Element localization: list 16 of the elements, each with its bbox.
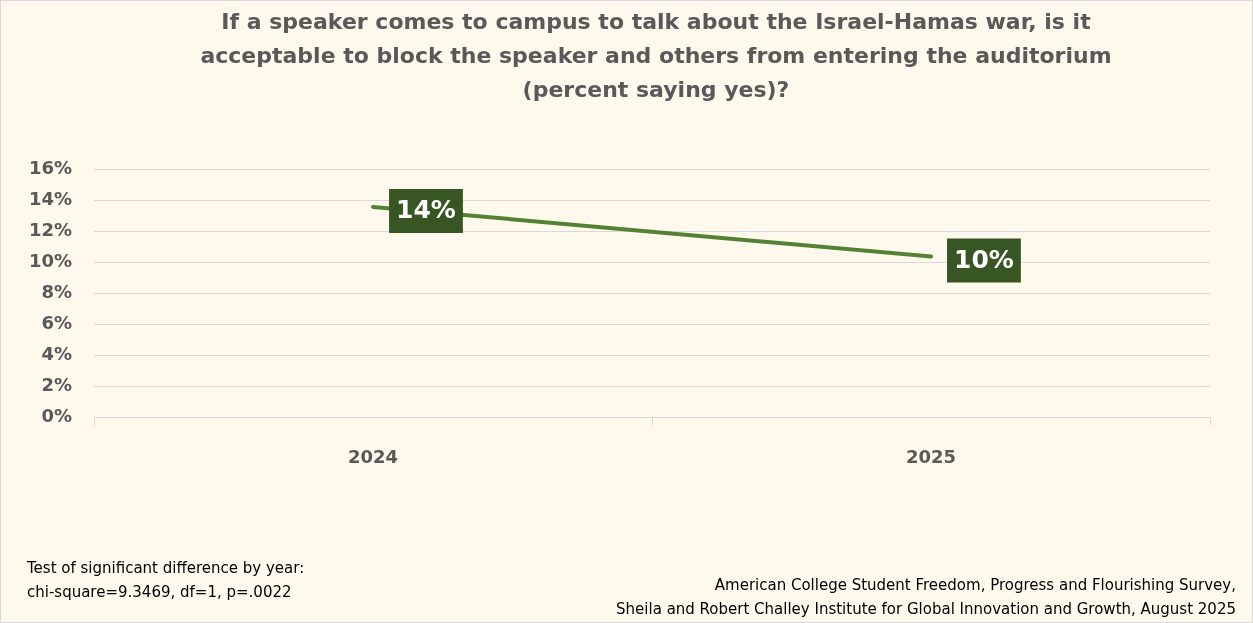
- y-tick-label: 12%: [28, 219, 73, 241]
- y-tick-label: 4%: [41, 343, 73, 365]
- y-tick-label: 14%: [28, 188, 73, 210]
- x-tick-label: 2025: [905, 445, 957, 467]
- text: Test of significant difference by year: chi-square=9.3469, df=1, p=.0022: [27, 558, 305, 603]
- y-tick-label: 2%: [41, 374, 73, 396]
- y-tick-label: 6%: [41, 312, 73, 334]
- text: American College Student Freedom, Progress and Flourishing Survey, Sheila and Robert Challey Institute for Global Innovation and Growth, August 2025: [616, 575, 1236, 620]
- y-tick-label: 8%: [41, 281, 73, 303]
- data-label: 10%: [954, 244, 1014, 274]
- y-tick-label: 0%: [41, 405, 73, 427]
- data-label: 14%: [396, 195, 456, 225]
- y-tick-label: 10%: [28, 250, 73, 272]
- x-tick-label: 2024: [348, 445, 399, 467]
- y-tick-label: 16%: [28, 157, 73, 179]
- chart-title: If a speaker comes to campus to talk about the Israel-Hamas war, is it acceptable to block the speaker and others from entering the auditorium (percent saying yes)?: [199, 8, 1113, 104]
